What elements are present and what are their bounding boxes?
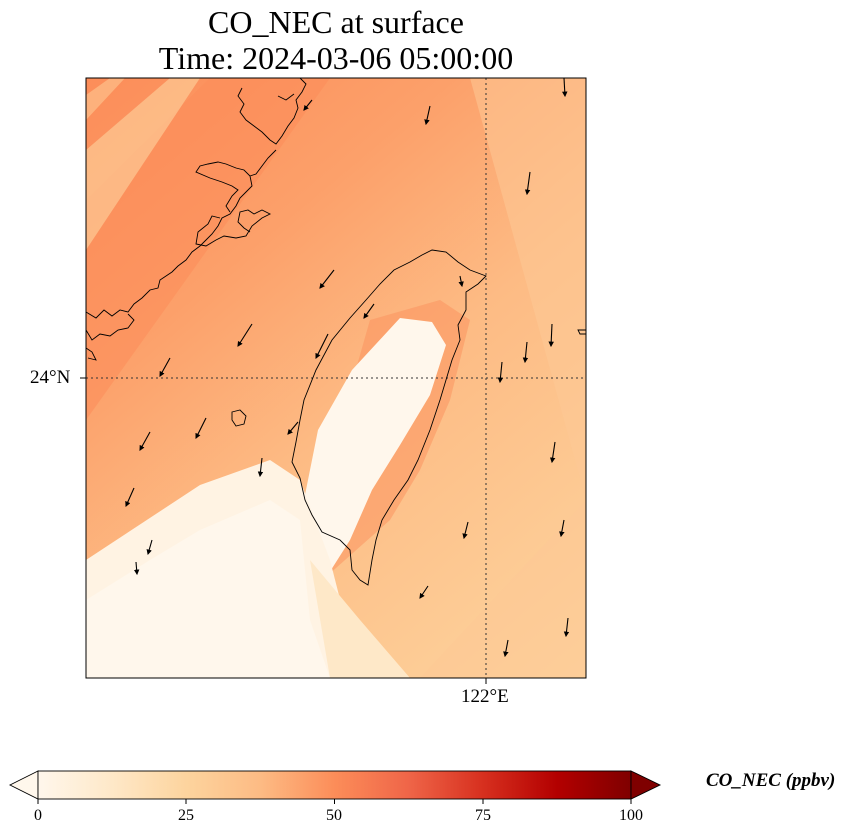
wind-vector [139,431,151,451]
wind-vector [559,519,565,538]
colorbar-min-extend [8,770,39,800]
colorbar-ticks [37,799,632,804]
colorbar-tick-label: 25 [178,807,194,824]
penghu-coastline [231,409,247,427]
wind-vector [287,421,299,435]
wind-vector [497,361,504,384]
taiwan-coastline [291,249,487,586]
wind-vector [548,323,554,348]
wind-vector [125,487,135,508]
wind-vector [146,539,153,556]
wind-vector [503,639,509,658]
mainland-coastline [86,78,307,361]
wind-vector [363,303,375,319]
wind-vector [524,171,531,196]
wind-vector [562,77,568,98]
colorbar-gradient [37,770,632,800]
wind-vector [549,441,556,464]
wind-vector [419,585,429,599]
wind-vector [159,357,171,377]
colorbar-tick-label: 0 [34,807,42,824]
wind-vector [315,333,329,359]
wind-vector [237,323,253,347]
wind-vector [133,561,140,576]
lon-tick-label: 122°E [461,686,509,707]
wind-vector [522,341,529,364]
coastlines [86,78,586,586]
colorbar-label: CO_NEC (ppbv) [706,770,836,791]
colorbar-tick-label: 100 [619,807,643,824]
wind-vector [462,521,469,540]
wind-vector [458,275,464,288]
map-title: CO_NEC at surface Time: 2024-03-06 05:00… [0,4,672,76]
wind-vector [303,99,313,111]
wind-vector [563,617,570,638]
wind-vectors [125,77,570,658]
map-canvas [80,77,587,684]
title-line-1: CO_NEC at surface [208,4,464,40]
wind-vector [195,417,207,439]
colorbar-max-extend [630,770,662,800]
colorbar-tick-label: 50 [326,807,342,824]
wind-vector [319,269,335,289]
lat-tick-label: 24°N [30,367,71,388]
title-line-2: Time: 2024-03-06 05:00:00 [158,40,514,76]
wind-vector [257,457,264,478]
colorbar [8,770,662,804]
colorbar-tick-label: 75 [475,807,491,824]
wind-vector [424,105,431,126]
